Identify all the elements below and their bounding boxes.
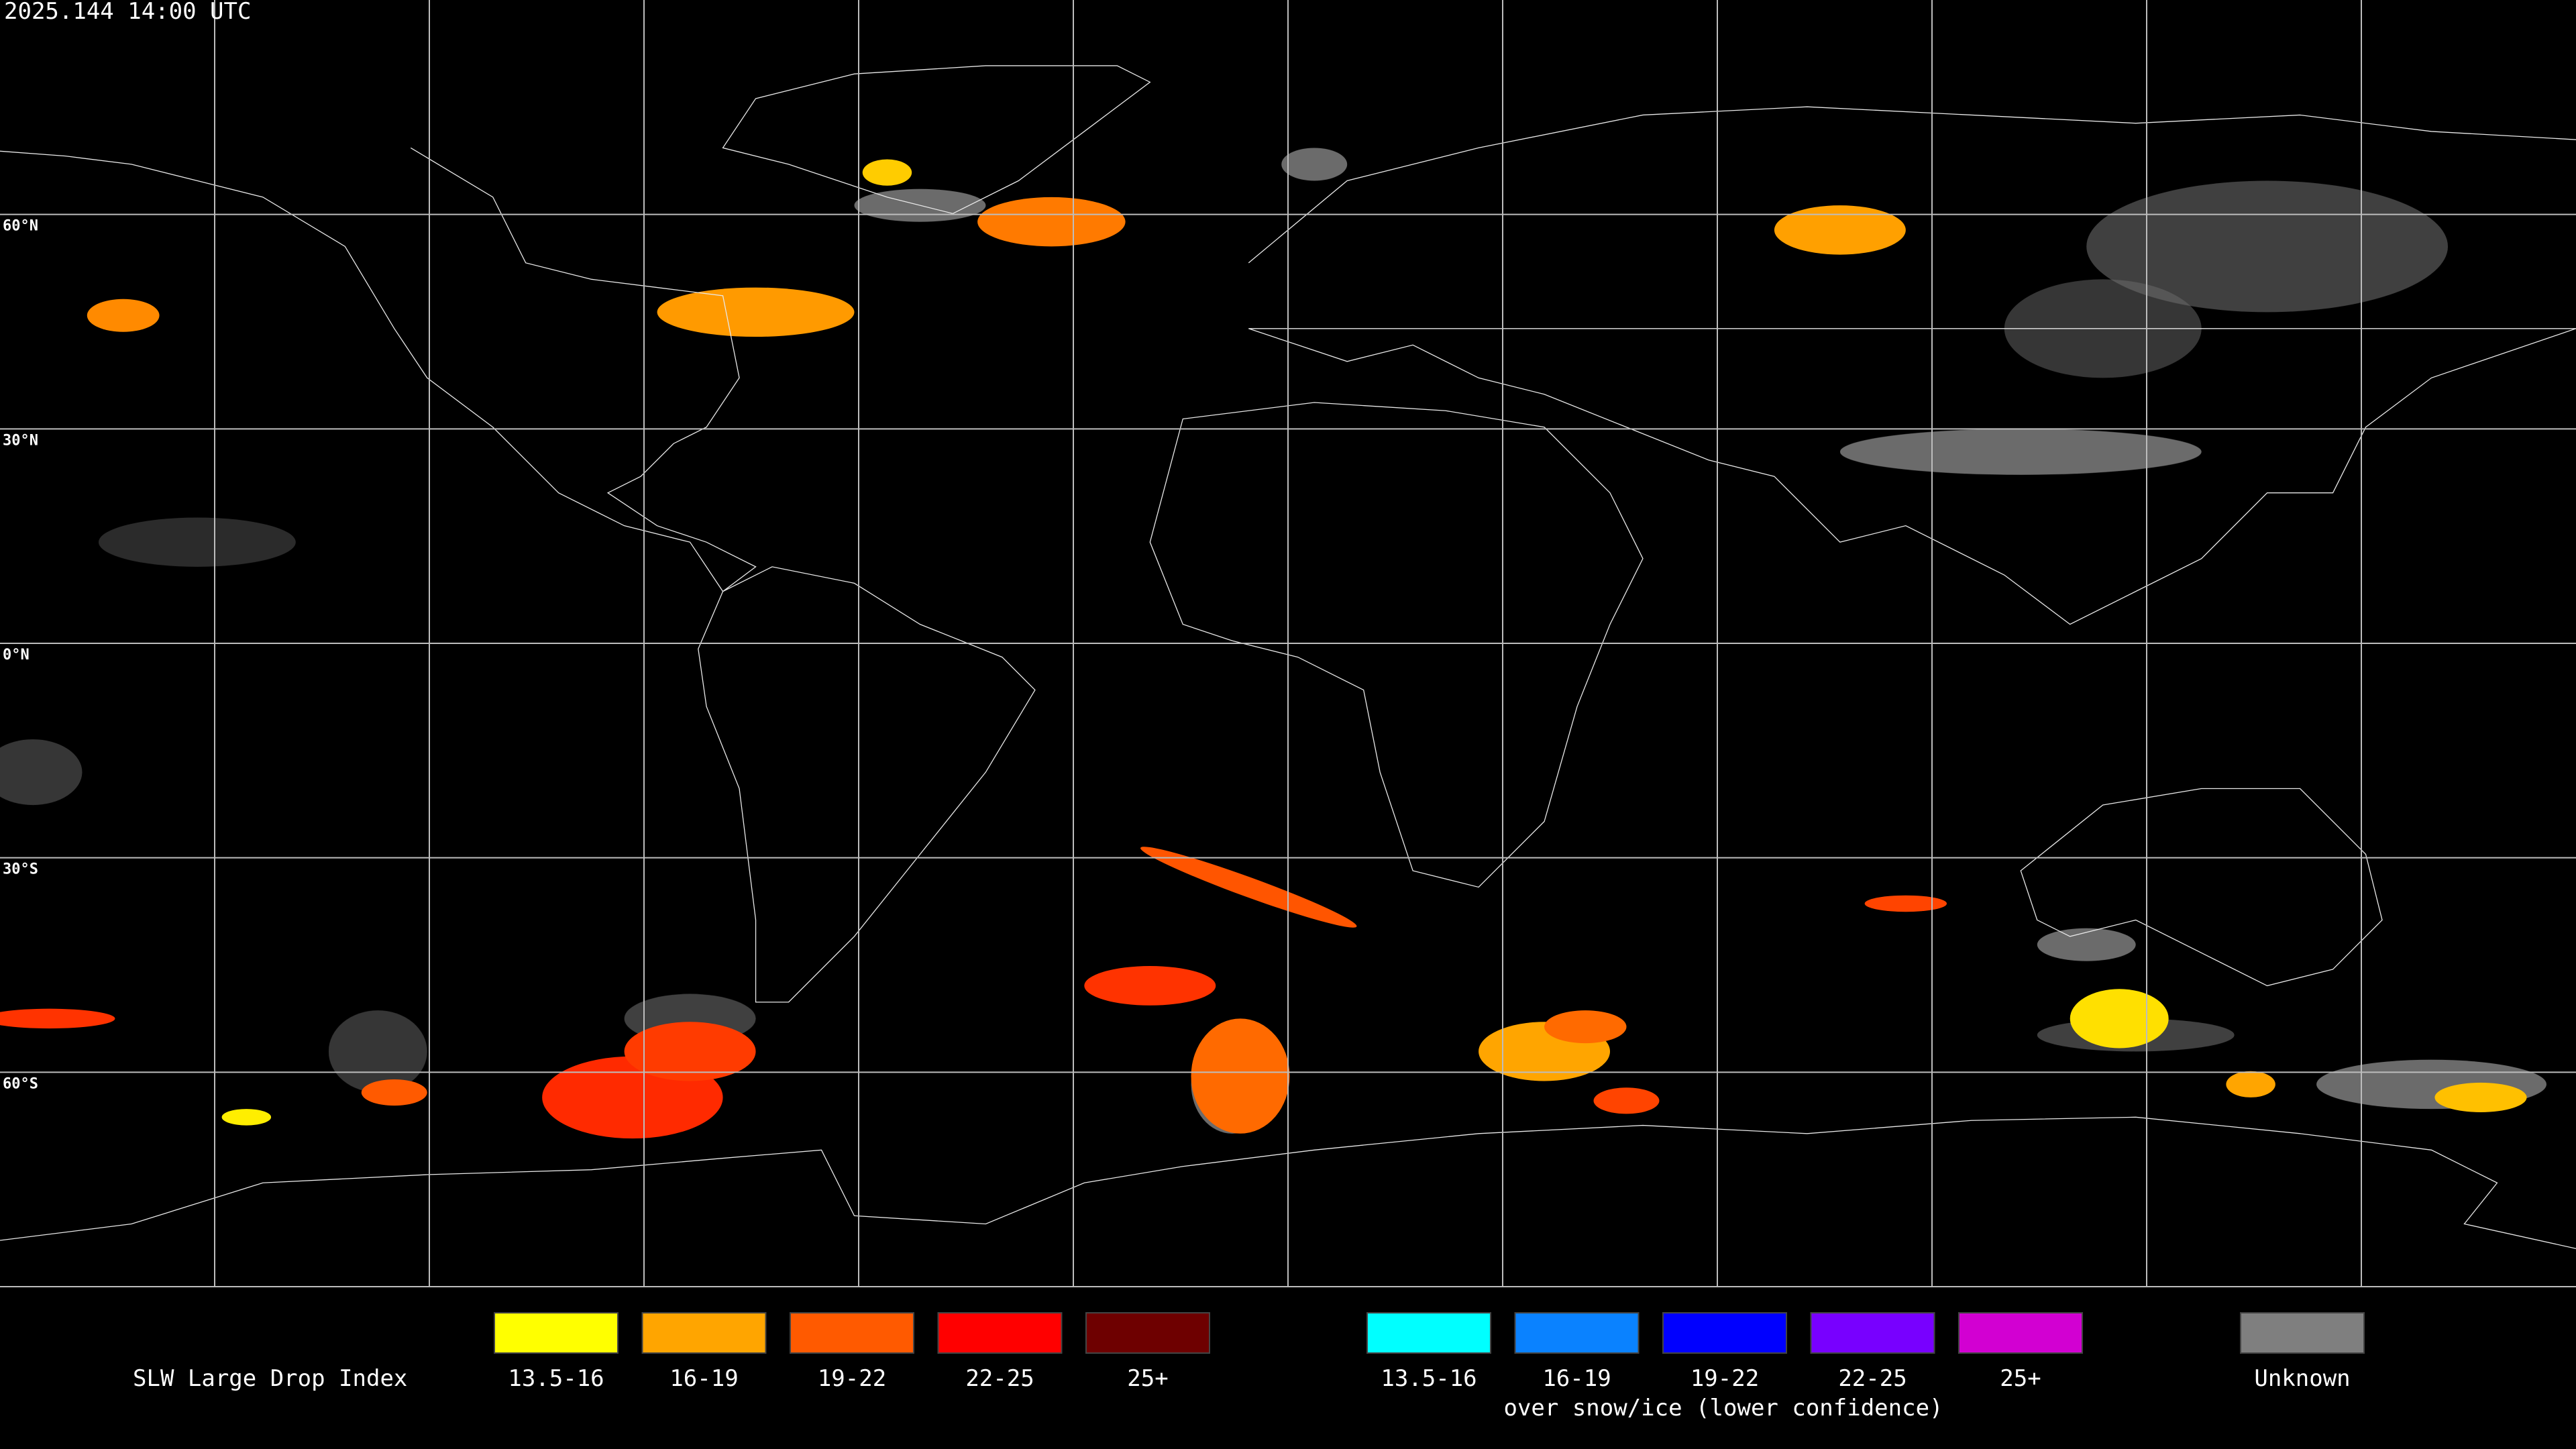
legend: SLW Large Drop Index over snow/ice (lowe…	[133, 1312, 2365, 1421]
graticule	[0, 0, 2576, 1287]
legend-swatch	[494, 1312, 619, 1354]
legend-label: 16-19	[669, 1365, 738, 1392]
large-drop-cloud	[0, 159, 2527, 1139]
legend-swatch	[790, 1312, 914, 1354]
legend-title: SLW Large Drop Index	[133, 1365, 407, 1392]
legend-label: 25+	[1127, 1365, 1168, 1392]
legend-label: Unknown	[2254, 1365, 2350, 1392]
latitude-label: 0°N	[3, 647, 30, 663]
latitude-label: 60°S	[3, 1075, 38, 1092]
legend-label: 22-25	[965, 1365, 1034, 1392]
legend-swatch	[641, 1312, 767, 1354]
legend-caption: over snow/ice (lower confidence)	[1503, 1395, 1943, 1421]
legend-swatch	[1810, 1312, 1935, 1354]
legend-swatch	[1958, 1312, 2083, 1354]
legend-label: 19-22	[818, 1365, 886, 1392]
latitude-label: 30°S	[3, 861, 38, 878]
legend-label: 13.5-16	[1381, 1365, 1477, 1392]
legend-label: 16-19	[1542, 1365, 1611, 1392]
legend-swatch	[1085, 1312, 1210, 1354]
legend-label: 22-25	[1838, 1365, 1907, 1392]
latitude-labels: 60°N 30°N 0°N 30°S 60°S	[3, 218, 38, 1093]
legend-label: 13.5-16	[508, 1365, 604, 1392]
latitude-label: 30°N	[3, 432, 38, 449]
legend-label: 19-22	[1690, 1365, 1759, 1392]
legend-label: 25+	[2000, 1365, 2041, 1392]
legend-swatch	[2240, 1312, 2365, 1354]
timestamp: 2025.144 14:00 UTC	[4, 0, 251, 25]
legend-swatch	[937, 1312, 1063, 1354]
legend-swatch	[1366, 1312, 1491, 1354]
latitude-label: 60°N	[3, 218, 38, 235]
legend-swatch	[1662, 1312, 1787, 1354]
coastlines	[0, 66, 2576, 1248]
legend-swatch	[1514, 1312, 1640, 1354]
